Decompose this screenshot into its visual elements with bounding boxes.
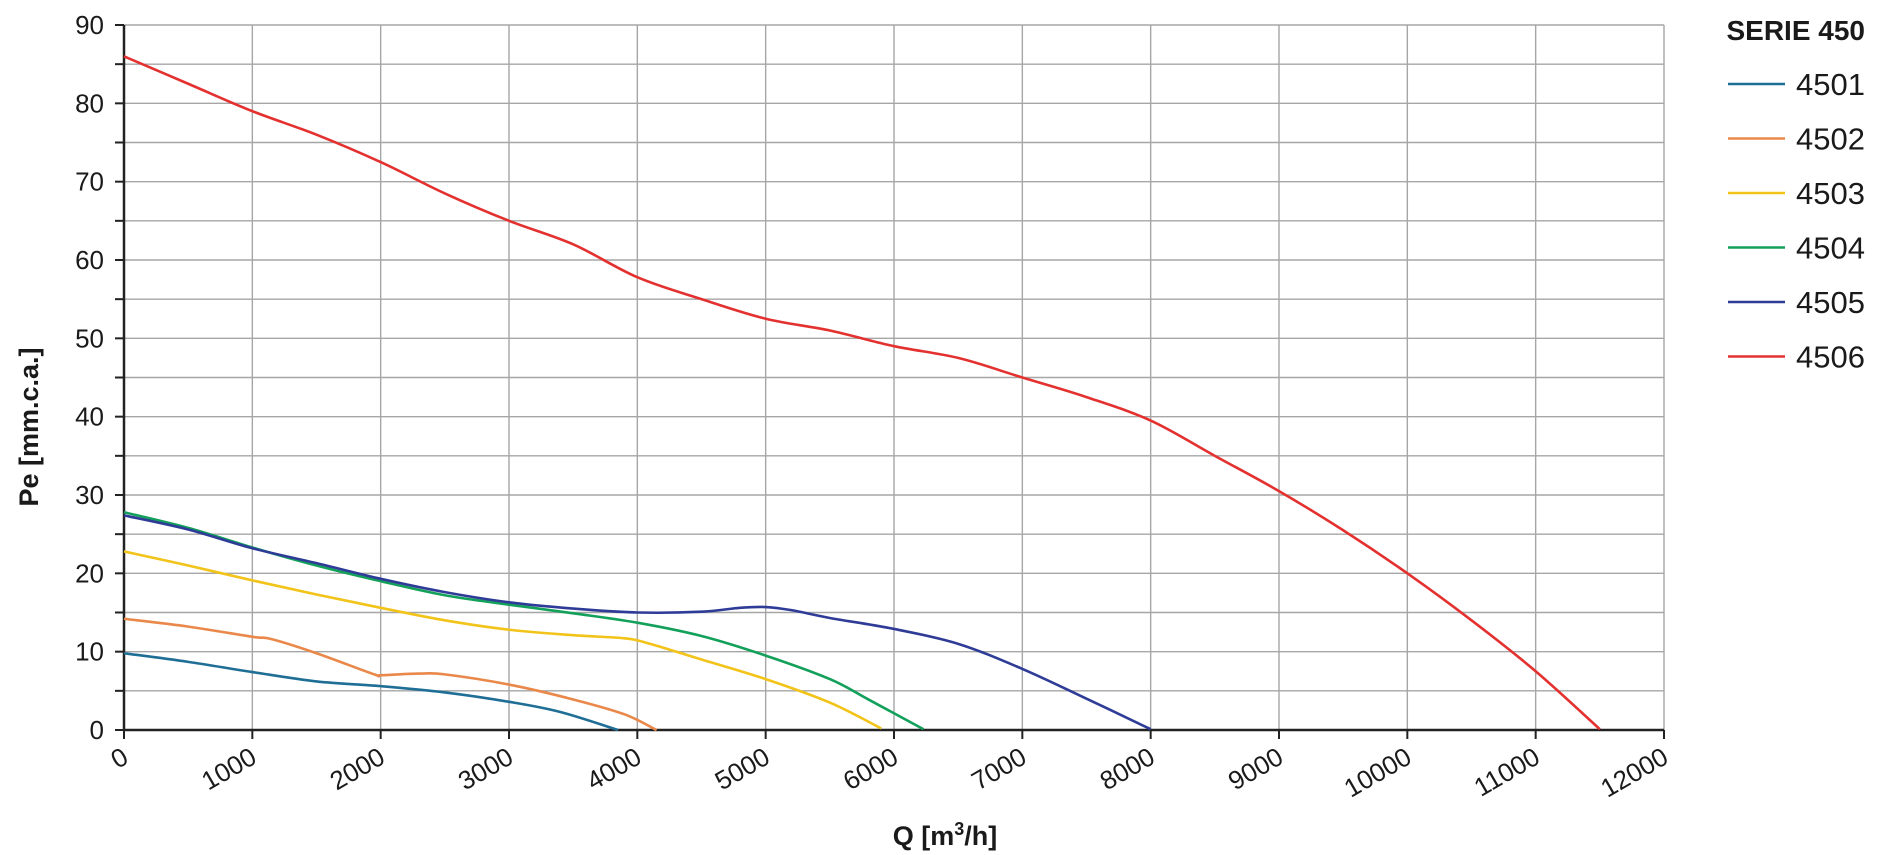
y-axis-label: Pe [mm.c.a.] xyxy=(14,347,44,506)
x-tick-label: 3000 xyxy=(453,741,518,796)
legend-label-4503: 4503 xyxy=(1796,176,1865,211)
series-line-4502 xyxy=(123,617,658,732)
y-tick-label: 90 xyxy=(75,10,104,40)
y-tick-label: 60 xyxy=(75,245,104,275)
series-line-4503 xyxy=(123,550,882,730)
y-tick-label: 50 xyxy=(75,323,104,353)
legend-label-4504: 4504 xyxy=(1796,231,1865,266)
x-axis-tick-labels: 0 1000 2000 3000 4000 5000 6000 7000 8000 9000 100… xyxy=(105,741,1673,803)
x-tick-label: 5000 xyxy=(710,741,775,796)
legend-label-4501: 4501 xyxy=(1796,67,1865,102)
grid-lines xyxy=(124,24,1665,730)
legend-label-4505: 4505 xyxy=(1796,285,1865,320)
y-tick-label: 20 xyxy=(75,558,104,588)
x-axis-label: Q [m3/h] xyxy=(893,819,998,851)
x-tick-label: 12000 xyxy=(1595,741,1673,803)
series-line-4505 xyxy=(123,514,1152,731)
x-tick-label: 11000 xyxy=(1469,741,1545,802)
y-tick-label: 10 xyxy=(75,637,104,667)
series-lines xyxy=(123,55,1601,732)
legend: SERIE 450 4501 4502 4503 4504 4505 4506 xyxy=(1726,15,1865,375)
x-tick-label: 9000 xyxy=(1223,741,1288,796)
legend-label-4506: 4506 xyxy=(1796,340,1865,375)
y-tick-label: 70 xyxy=(75,167,104,197)
x-tick-label: 8000 xyxy=(1095,741,1160,796)
y-tick-label: 30 xyxy=(75,480,104,510)
y-tick-label: 40 xyxy=(75,402,104,432)
series-line-4501 xyxy=(123,651,619,732)
x-tick-label: 2000 xyxy=(325,741,390,796)
series-line-4506 xyxy=(123,55,1601,731)
x-tick-label: 10000 xyxy=(1339,741,1417,803)
y-axis-tick-labels: 0 10 20 30 40 50 60 70 80 90 xyxy=(75,10,104,745)
x-tick-label: 0 xyxy=(105,741,133,774)
legend-label-4502: 4502 xyxy=(1796,122,1865,157)
axes xyxy=(115,24,1665,739)
legend-title: SERIE 450 xyxy=(1726,15,1865,46)
x-tick-label: 7000 xyxy=(966,741,1031,796)
x-tick-label: 1000 xyxy=(196,741,261,796)
x-tick-label: 6000 xyxy=(838,741,903,796)
y-tick-label: 0 xyxy=(90,715,104,745)
x-tick-label: 4000 xyxy=(581,741,646,796)
y-tick-label: 80 xyxy=(75,88,104,118)
